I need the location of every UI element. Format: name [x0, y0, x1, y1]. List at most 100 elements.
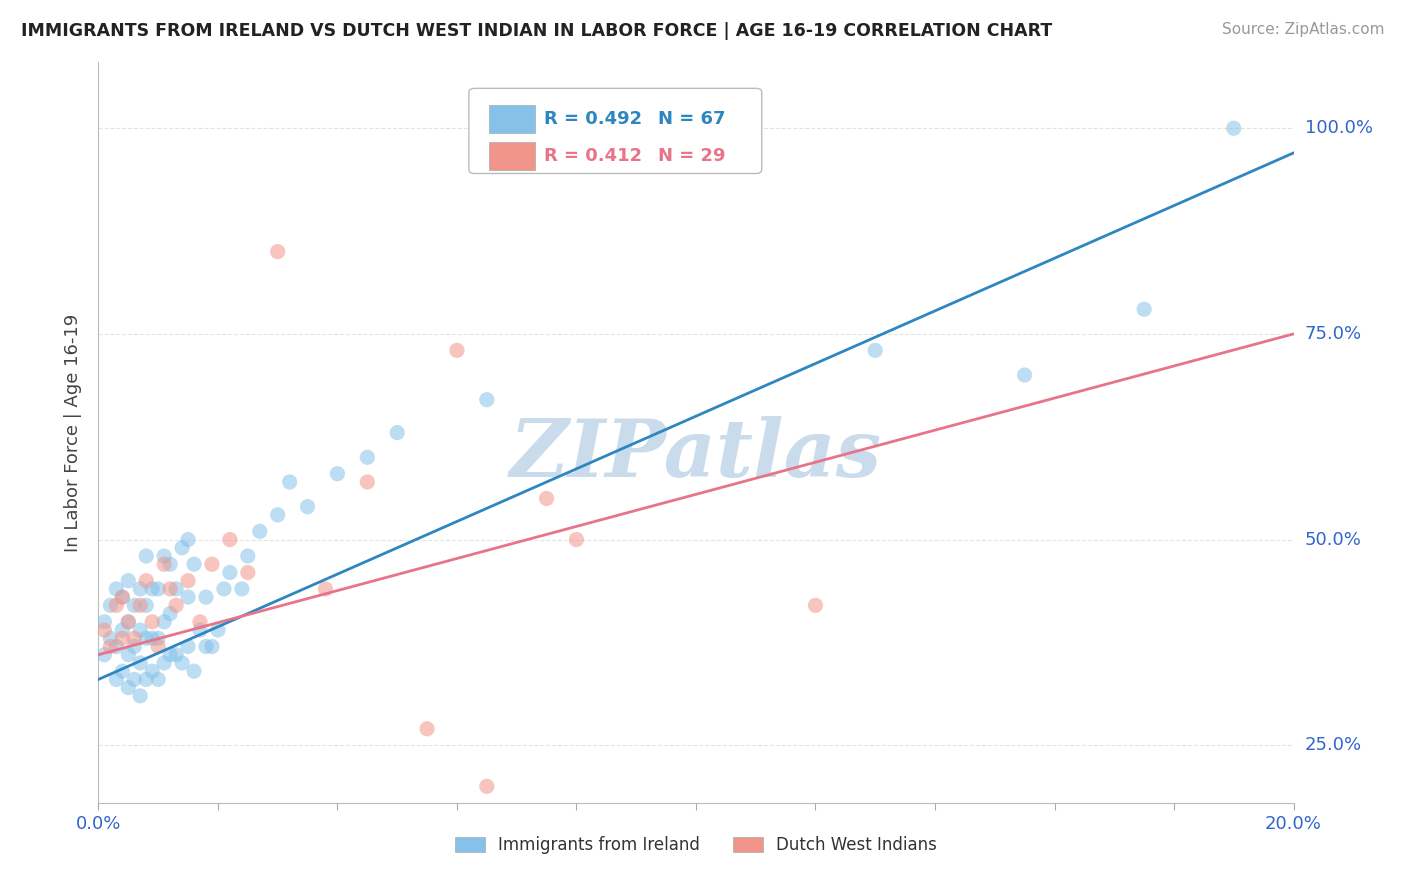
Point [153, 615, 176, 629]
Text: N = 29: N = 29 [658, 147, 725, 165]
Point [278, 475, 301, 489]
Text: ZIPatlas: ZIPatlas [510, 416, 882, 493]
Point [165, 648, 187, 662]
Point [201, 558, 224, 572]
Point [249, 524, 271, 539]
Text: R = 0.412: R = 0.412 [544, 147, 643, 165]
Point [177, 640, 200, 654]
Point [117, 615, 139, 629]
Point [188, 615, 211, 629]
Point [159, 648, 181, 662]
Point [105, 599, 128, 613]
Point [177, 574, 200, 588]
Text: 75.0%: 75.0% [1305, 325, 1362, 343]
Point [117, 615, 139, 629]
Text: IMMIGRANTS FROM IRELAND VS DUTCH WEST INDIAN IN LABOR FORCE | AGE 16-19 CORRELAT: IMMIGRANTS FROM IRELAND VS DUTCH WEST IN… [21, 22, 1052, 40]
Point [804, 599, 827, 613]
Point [124, 632, 146, 646]
Point [93, 623, 115, 637]
Point [159, 558, 181, 572]
Point [183, 664, 205, 678]
Point [129, 599, 152, 613]
Point [105, 640, 128, 654]
Point [141, 664, 163, 678]
Point [267, 508, 290, 522]
Legend: Immigrants from Ireland, Dutch West Indians: Immigrants from Ireland, Dutch West Indi… [449, 830, 943, 861]
Point [385, 425, 409, 440]
Point [129, 656, 152, 670]
Text: R = 0.492: R = 0.492 [544, 111, 643, 128]
Point [953, 862, 976, 876]
Text: N = 67: N = 67 [658, 111, 725, 128]
Point [135, 549, 157, 563]
Point [183, 558, 205, 572]
Point [207, 623, 229, 637]
Point [1133, 302, 1156, 317]
Text: 100.0%: 100.0% [1305, 120, 1372, 137]
Point [117, 574, 139, 588]
Point [236, 549, 259, 563]
Point [135, 632, 157, 646]
Point [536, 491, 558, 506]
FancyBboxPatch shape [470, 88, 762, 173]
Point [195, 590, 218, 604]
Point [111, 623, 134, 637]
Text: 25.0%: 25.0% [1305, 736, 1362, 755]
Point [177, 533, 200, 547]
Point [153, 656, 176, 670]
Point [865, 343, 887, 358]
Point [475, 392, 498, 407]
Point [356, 450, 378, 465]
Point [148, 673, 170, 687]
Point [159, 607, 181, 621]
Point [1014, 368, 1036, 382]
Point [267, 244, 290, 259]
Point [129, 582, 152, 596]
Point [111, 632, 134, 646]
Point [135, 673, 157, 687]
Point [105, 673, 128, 687]
Point [219, 566, 242, 580]
Point [148, 632, 170, 646]
Point [177, 590, 200, 604]
Point [141, 632, 163, 646]
Point [297, 500, 319, 514]
Point [141, 615, 163, 629]
Point [1223, 121, 1246, 136]
Point [111, 590, 134, 604]
Point [315, 582, 337, 596]
Point [93, 648, 115, 662]
Point [98, 599, 122, 613]
Point [129, 623, 152, 637]
Point [111, 664, 134, 678]
Text: 50.0%: 50.0% [1305, 531, 1361, 549]
Point [219, 533, 242, 547]
Point [153, 549, 176, 563]
Point [236, 566, 259, 580]
Point [201, 640, 224, 654]
Point [135, 599, 157, 613]
Point [416, 722, 439, 736]
Point [172, 656, 194, 670]
Point [212, 582, 235, 596]
Point [326, 467, 349, 481]
FancyBboxPatch shape [489, 142, 534, 169]
Point [172, 541, 194, 555]
Point [124, 673, 146, 687]
Point [135, 574, 157, 588]
Point [117, 648, 139, 662]
Point [165, 599, 187, 613]
Text: Source: ZipAtlas.com: Source: ZipAtlas.com [1222, 22, 1385, 37]
Y-axis label: In Labor Force | Age 16-19: In Labor Force | Age 16-19 [65, 313, 83, 552]
Point [117, 681, 139, 695]
Point [148, 582, 170, 596]
Point [98, 632, 122, 646]
Point [124, 599, 146, 613]
Point [129, 689, 152, 703]
Point [565, 533, 588, 547]
Point [141, 582, 163, 596]
Point [231, 582, 253, 596]
Point [153, 558, 176, 572]
Point [148, 640, 170, 654]
Point [159, 582, 181, 596]
